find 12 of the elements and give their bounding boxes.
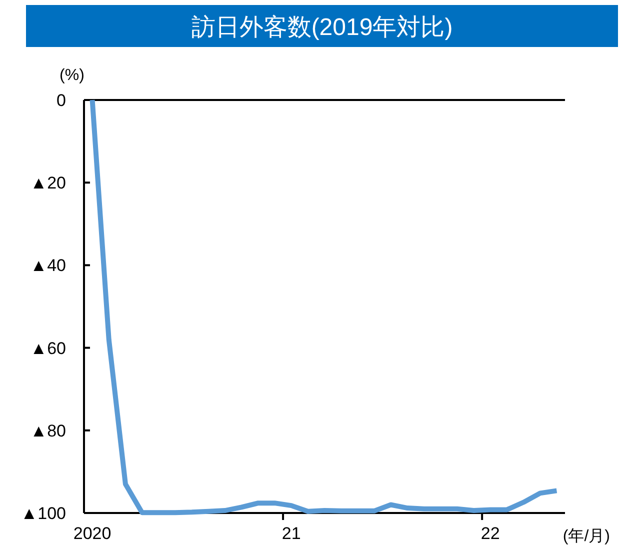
y-tick-label: ▲80	[30, 421, 66, 440]
y-tick-label: ▲60	[30, 338, 66, 358]
y-tick-label: ▲100	[20, 504, 66, 523]
x-tick-label: 2020	[73, 524, 112, 543]
x-axis-title: (年/月)	[562, 528, 610, 545]
x-tick-label: 22	[480, 524, 500, 543]
y-tick-label: 0	[56, 91, 66, 110]
y-axis-title: (%)	[60, 67, 84, 84]
y-tick-label: ▲20	[30, 174, 66, 193]
x-tick-label: 21	[282, 524, 301, 543]
y-tick-label: ▲40	[30, 256, 66, 276]
chart-title: 訪日外客数(2019年対比)	[191, 14, 453, 41]
